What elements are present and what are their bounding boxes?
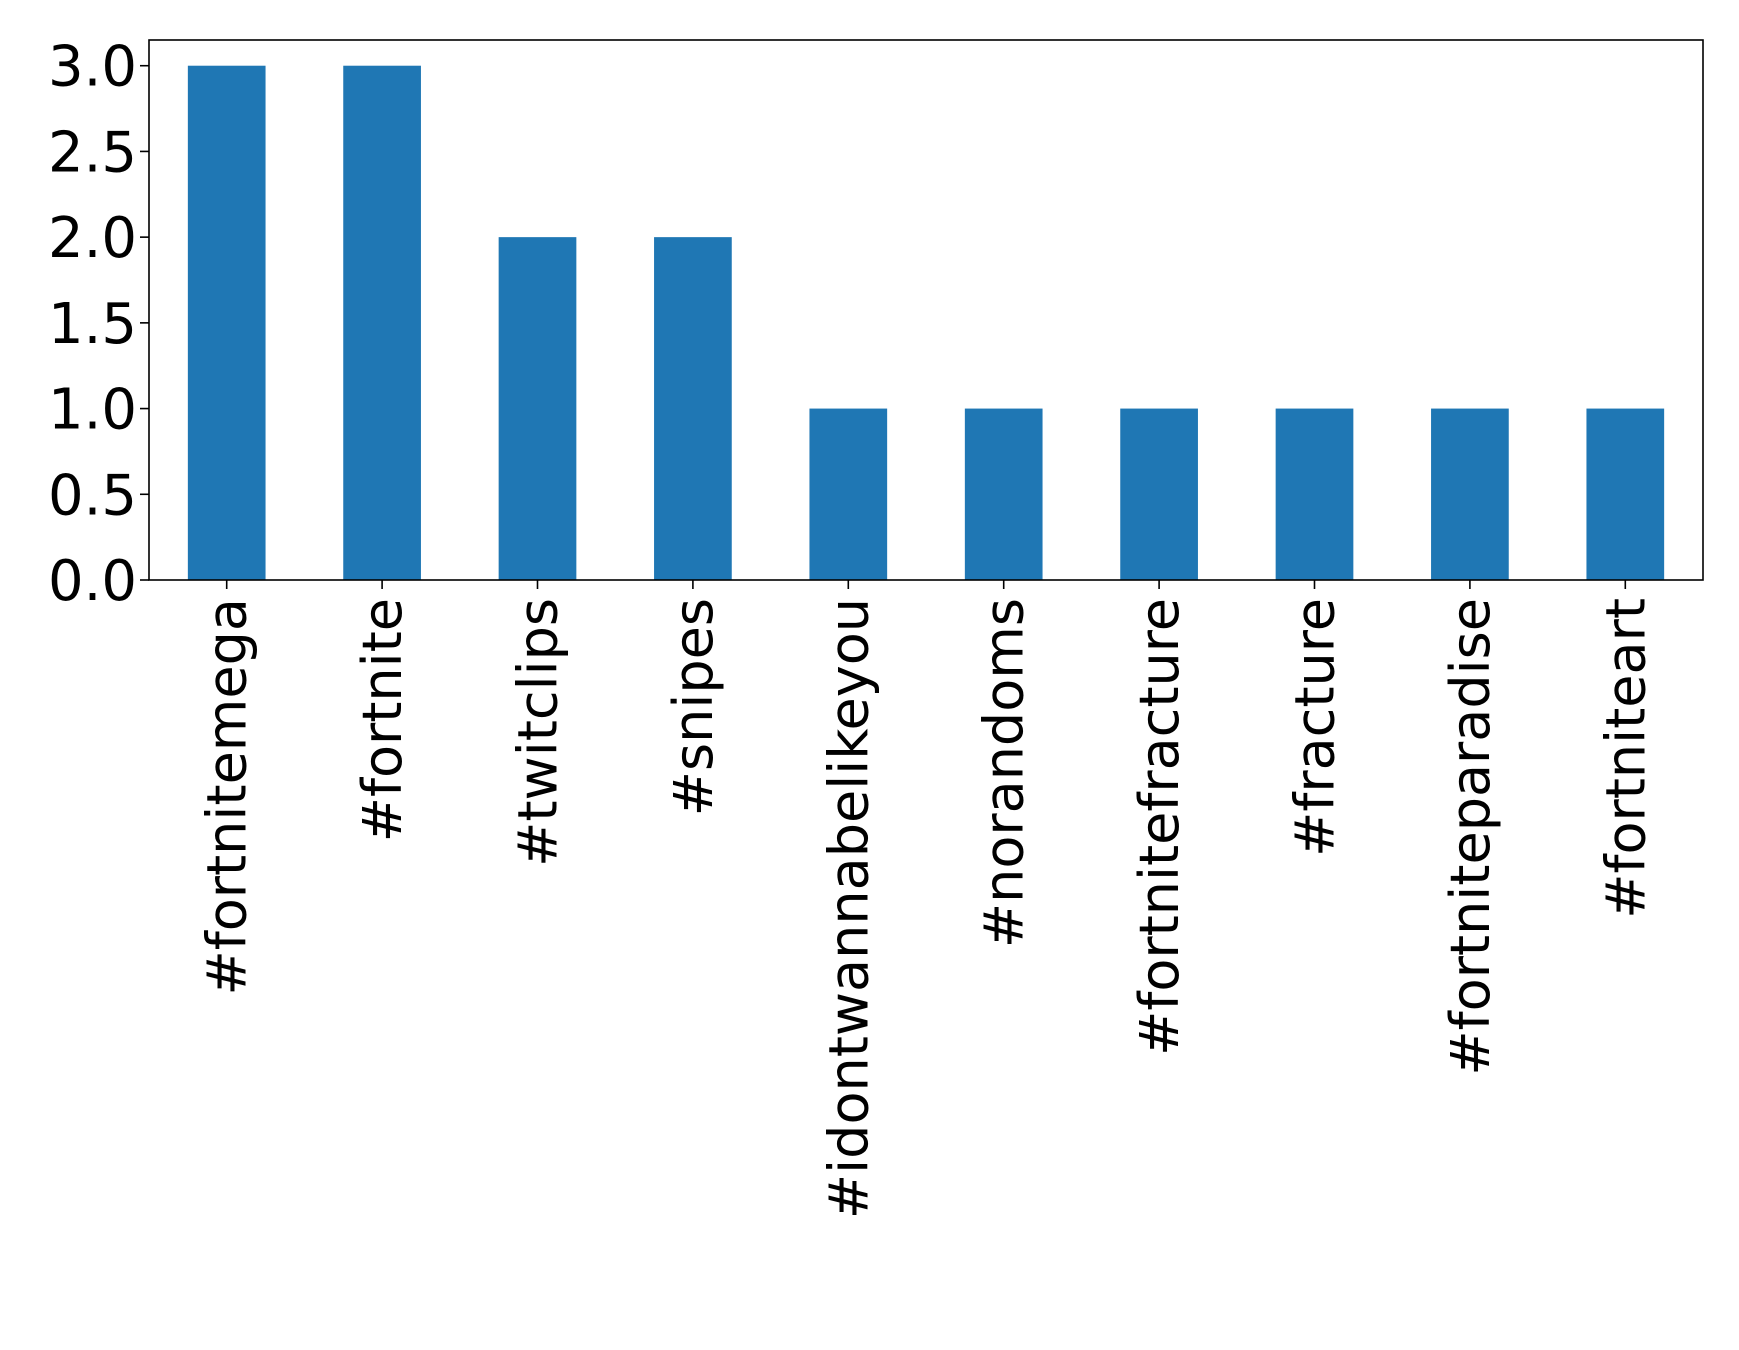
- axes-frame: [148, 39, 1704, 581]
- bar-fracture: [1275, 408, 1354, 580]
- labels-layer: #fortnitemega #fortnite #twitclips #snipes #…: [48, 35, 1657, 1219]
- x-tick-label: #fracture: [1284, 598, 1347, 857]
- y-tick-label: 2.0: [48, 206, 137, 271]
- bar-fortnitefracture: [1120, 408, 1198, 580]
- y-tick-label: 0.5: [48, 463, 137, 528]
- bar-fortniteart: [1586, 408, 1665, 580]
- bar-fortniteparadise: [1431, 408, 1509, 580]
- y-tick-label: 0.0: [48, 549, 137, 614]
- x-tick-label: #twitclips: [507, 598, 570, 867]
- ticks-layer: [140, 64, 1627, 589]
- y-tick-label: 1.0: [48, 378, 137, 443]
- x-tick-label: #fortnitemega: [196, 598, 259, 996]
- bar-norandoms: [964, 408, 1043, 580]
- bar-snipes: [654, 237, 732, 580]
- bar-fortnite: [343, 65, 421, 580]
- y-tick-label: 2.5: [48, 120, 137, 185]
- bar-fortnitemega: [187, 65, 266, 580]
- x-tick-label: #fortniteart: [1594, 598, 1657, 919]
- x-tick-label: #fortnite: [351, 598, 414, 842]
- x-tick-label: #snipes: [662, 598, 725, 816]
- x-tick-label: #fortniteparadise: [1439, 598, 1502, 1076]
- x-tick-label: #idontwannabelikeyou: [817, 598, 880, 1219]
- bars-layer: [187, 65, 1665, 580]
- bar-twitclips: [498, 237, 577, 580]
- y-tick-label: 3.0: [48, 35, 137, 100]
- x-tick-label: #fortnitefracture: [1128, 598, 1191, 1056]
- y-tick-label: 1.5: [48, 292, 137, 357]
- x-tick-label: #norandoms: [973, 598, 1036, 948]
- bar-idontwannabelikeyou: [809, 408, 888, 580]
